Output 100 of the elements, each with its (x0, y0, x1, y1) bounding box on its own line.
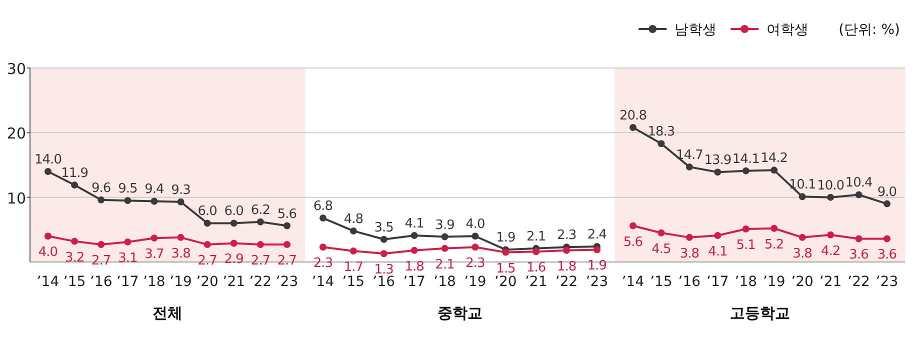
data-label: 1.9 (587, 258, 607, 274)
x-tick-label: ’16 (90, 274, 112, 290)
data-label: 1.7 (344, 260, 364, 276)
data-label: 2.7 (198, 254, 218, 269)
x-tick-label: ’20 (791, 274, 814, 290)
x-tick-label: ’14 (36, 274, 60, 290)
data-label: 13.9 (704, 153, 732, 168)
point (44, 232, 52, 240)
data-label: 2.3 (313, 256, 333, 272)
data-label: 4.0 (38, 245, 58, 260)
point (284, 241, 290, 248)
point (855, 191, 862, 198)
point (472, 244, 479, 251)
data-label: 9.4 (144, 182, 164, 198)
x-tick-label: ’15 (63, 274, 86, 290)
y-tick-label: 10 (6, 189, 26, 208)
point (658, 140, 665, 148)
x-tick-label: ’22 (848, 274, 870, 290)
data-label: 10.1 (788, 178, 816, 193)
point (177, 198, 184, 206)
point (124, 197, 132, 204)
x-tick-label: ’23 (276, 274, 298, 290)
data-label: 3.6 (849, 248, 869, 263)
x-tick-label: ’17 (116, 274, 139, 290)
data-label: 3.6 (877, 248, 897, 263)
point (380, 236, 388, 243)
x-tick-label: ’18 (734, 274, 758, 290)
x-tick-label: ’20 (196, 274, 218, 290)
x-tick-label: ’17 (403, 274, 426, 290)
data-label: 10.4 (845, 176, 872, 191)
text: (단위: %) (838, 22, 900, 38)
data-label: 4.2 (820, 244, 840, 259)
data-label: 2.7 (277, 254, 297, 269)
point (742, 226, 750, 233)
point (98, 241, 105, 248)
point (98, 196, 105, 204)
point (320, 244, 326, 251)
data-label: 10.0 (817, 178, 844, 194)
point (124, 238, 132, 246)
point (380, 250, 388, 258)
x-tick-label: ’23 (876, 274, 898, 290)
data-label: 9.5 (118, 182, 138, 197)
x-tick-label: ’19 (170, 274, 192, 290)
data-label: 2.9 (224, 252, 244, 268)
x-tick-label: ’19 (762, 274, 786, 290)
x-tick-label: ’16 (678, 274, 701, 290)
data-label: 3.8 (680, 246, 700, 262)
point (150, 234, 158, 242)
x-tick-label: ’20 (494, 274, 517, 290)
x-tick-label: ’19 (464, 274, 486, 290)
data-label: 2.3 (466, 256, 486, 272)
data-label: 6.0 (224, 204, 244, 220)
point (798, 234, 806, 241)
x-axis-title: 중학교 (438, 304, 482, 322)
x-tick-label: ’14 (312, 274, 334, 290)
x-tick-label: ’18 (434, 274, 456, 290)
data-label: 4.1 (404, 216, 424, 232)
point (884, 200, 890, 208)
data-label: 6.2 (250, 202, 270, 218)
data-label: 14.1 (732, 152, 760, 167)
point (686, 234, 693, 241)
x-tick-label: ’15 (342, 274, 365, 290)
point (686, 163, 693, 170)
data-label: 2.1 (526, 229, 546, 244)
data-label: 3.2 (64, 250, 84, 266)
x-tick-label: ’18 (143, 274, 166, 290)
point (532, 248, 540, 256)
data-label: 2.1 (435, 257, 455, 272)
data-label: 4.5 (652, 242, 672, 257)
x-tick-label: ’17 (706, 274, 729, 290)
data-label: 3.8 (792, 246, 812, 262)
data-label: 2.3 (556, 228, 576, 244)
data-label: 2.7 (250, 254, 270, 269)
point (44, 168, 52, 175)
point (827, 194, 834, 201)
point (770, 224, 778, 232)
data-label: 14.7 (676, 148, 704, 163)
data-label: 3.9 (435, 218, 455, 233)
data-label: 9.3 (171, 182, 191, 198)
point (350, 227, 357, 234)
point (798, 193, 806, 200)
legend-label: 여학생 (766, 22, 809, 38)
point (855, 235, 862, 242)
x-axis-title: 고등학교 (730, 304, 790, 322)
data-label: 5.6 (623, 234, 643, 250)
point (350, 248, 357, 255)
data-label: 2.7 (92, 254, 111, 269)
point (884, 235, 890, 242)
data-label: 14.2 (760, 151, 788, 166)
point (827, 231, 834, 238)
point (410, 246, 418, 254)
data-label: 3.5 (374, 220, 394, 236)
x-axis-title: 전체 (152, 304, 182, 322)
data-label: 1.6 (526, 260, 546, 276)
point (714, 232, 722, 239)
data-label: 1.8 (404, 259, 424, 274)
point (204, 220, 211, 227)
data-label: 1.8 (556, 259, 576, 274)
point (472, 232, 479, 240)
point (230, 220, 238, 227)
